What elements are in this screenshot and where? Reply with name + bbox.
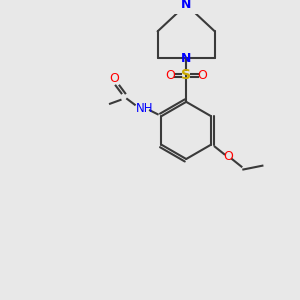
Text: O: O (223, 150, 233, 163)
Text: N: N (181, 0, 191, 11)
Text: S: S (181, 68, 191, 82)
Text: O: O (109, 71, 119, 85)
Text: N: N (181, 52, 191, 64)
Text: O: O (197, 69, 207, 82)
Text: O: O (165, 69, 175, 82)
Text: NH: NH (136, 102, 153, 115)
